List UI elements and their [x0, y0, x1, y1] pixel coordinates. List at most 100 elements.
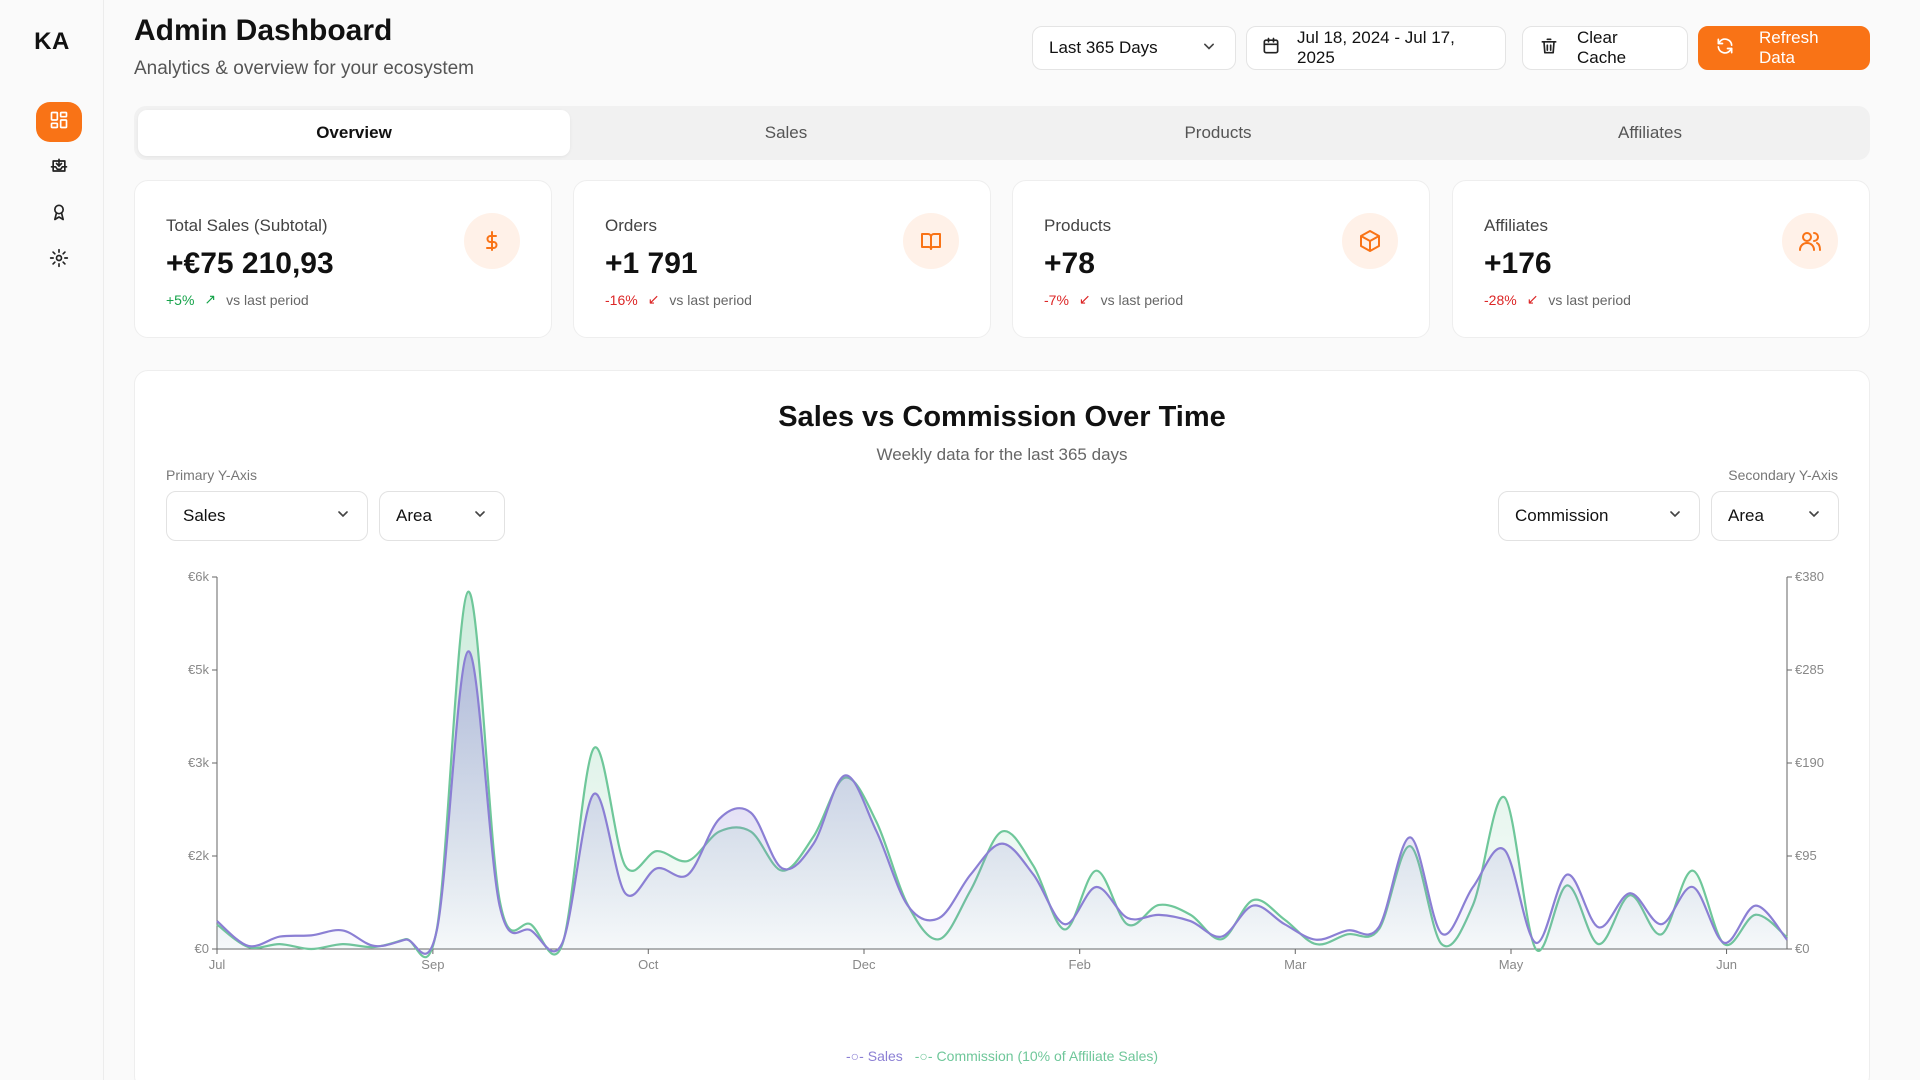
stat-card-total-sales: Total Sales (Subtotal) +€75 210,93 +5% ↗…	[134, 180, 552, 338]
date-range-picker[interactable]: Jul 18, 2024 - Jul 17, 2025	[1246, 26, 1506, 70]
legend-marker-sales: -○-	[845, 1048, 864, 1064]
delta-percent: -28%	[1484, 291, 1517, 308]
y-right-tick-label: €380	[1795, 569, 1824, 584]
clear-cache-button[interactable]: Clear Cache	[1522, 26, 1688, 70]
y-right-tick-label: €0	[1795, 941, 1809, 956]
date-range-text: Jul 18, 2024 - Jul 17, 2025	[1297, 28, 1455, 67]
chevron-down-icon	[1667, 506, 1683, 527]
y-left-tick-label: €2k	[188, 848, 209, 863]
x-tick-label: Sep	[421, 957, 444, 972]
secondary-type-value: Area	[1728, 506, 1764, 525]
primary-type-value: Area	[396, 506, 432, 525]
sales-commission-chart[interactable]: €0 €2k €3k €5k €6k €0 €95 €190 €285 €380 Jul Sep Oct…	[135, 561, 1869, 981]
refresh-data-label: Refresh Data	[1759, 28, 1819, 67]
calendar-icon	[1261, 36, 1281, 61]
award-icon	[49, 202, 69, 227]
sidebar-item-downloads[interactable]	[36, 148, 82, 188]
dollar-icon	[464, 213, 520, 269]
sidebar: KA	[0, 0, 104, 1080]
stat-value: +€75 210,93	[166, 247, 334, 280]
inbox-download-icon	[49, 156, 69, 181]
arrow-down-left-icon: ↙	[1078, 291, 1091, 307]
tab-sales[interactable]: Sales	[764, 123, 808, 142]
secondary-type-select[interactable]: Area	[1711, 491, 1839, 541]
delta-percent: +5%	[166, 291, 195, 308]
stat-delta: -16% ↙ vs last period	[605, 291, 752, 308]
delta-note: vs last period	[669, 291, 752, 308]
refresh-data-button[interactable]: Refresh Data	[1698, 26, 1870, 70]
chevron-down-icon	[472, 506, 488, 527]
tab-affiliates[interactable]: Affiliates	[1618, 123, 1682, 142]
x-tick-label: Jun	[1716, 957, 1737, 972]
page-subtitle: Analytics & overview for your ecosystem	[134, 58, 475, 79]
arrow-down-left-icon: ↙	[647, 291, 660, 307]
clear-cache-label: Clear Cache	[1577, 28, 1627, 67]
secondary-metric-value: Commission	[1515, 506, 1609, 525]
y-right-tick-label: €285	[1795, 662, 1824, 677]
app-logo: KA	[34, 28, 70, 55]
arrow-up-right-icon: ↗	[204, 291, 217, 307]
x-tick-label: Jul	[209, 957, 226, 972]
x-tick-label: Mar	[1284, 957, 1307, 972]
primary-axis-caption: Primary Y-Axis	[166, 467, 258, 483]
stat-label: Orders	[605, 216, 657, 235]
stat-value: +78	[1044, 247, 1095, 280]
y-left-tick-label: €6k	[188, 569, 209, 584]
chart-legend: -○- Sales -○- Commission (10% of Affilia…	[135, 1048, 1869, 1064]
x-tick-label: Dec	[852, 957, 876, 972]
chevron-down-icon	[1199, 36, 1219, 61]
sidebar-item-settings[interactable]	[36, 240, 82, 280]
dashboard-icon	[49, 110, 69, 135]
legend-label-commission: Commission (10% of Affiliate Sales)	[936, 1048, 1159, 1064]
users-icon	[1782, 213, 1838, 269]
stat-delta: +5% ↗ vs last period	[166, 291, 309, 308]
x-tick-label: Oct	[638, 957, 659, 972]
chart-card: Sales vs Commission Over Time Weekly dat…	[134, 370, 1870, 1080]
chart-subtitle: Weekly data for the last 365 days	[876, 445, 1128, 464]
arrow-down-left-icon: ↙	[1526, 291, 1539, 307]
delta-percent: -7%	[1044, 291, 1069, 308]
stat-value: +176	[1484, 247, 1552, 280]
chevron-down-icon	[335, 506, 351, 527]
legend-marker-commission: -○-	[914, 1048, 933, 1064]
chart-title: Sales vs Commission Over Time	[778, 401, 1226, 433]
primary-metric-value: Sales	[183, 506, 226, 525]
stat-label: Products	[1044, 216, 1112, 235]
sidebar-item-awards[interactable]	[36, 194, 82, 234]
refresh-icon	[1715, 36, 1735, 61]
tab-products[interactable]: Products	[1184, 123, 1252, 142]
y-left-tick-label: €5k	[188, 662, 209, 677]
page-title: Admin Dashboard	[134, 14, 393, 47]
stat-delta: -28% ↙ vs last period	[1484, 291, 1631, 308]
stat-card-orders: Orders +1 791 -16% ↙ vs last period	[573, 180, 991, 338]
y-right-tick-label: €95	[1795, 848, 1817, 863]
primary-metric-select[interactable]: Sales	[166, 491, 368, 541]
stat-card-products: Products +78 -7% ↙ vs last period	[1012, 180, 1430, 338]
range-select[interactable]: Last 365 Days	[1032, 26, 1236, 70]
legend-item-commission[interactable]: -○- Commission (10% of Affiliate Sales)	[915, 1048, 1158, 1064]
secondary-metric-select[interactable]: Commission	[1498, 491, 1700, 541]
stat-label: Total Sales (Subtotal)	[166, 216, 328, 235]
y-left-tick-label: €0	[195, 941, 209, 956]
y-right-tick-label: €190	[1795, 755, 1824, 770]
trash-icon	[1539, 36, 1559, 61]
delta-note: vs last period	[226, 291, 309, 308]
line-sales	[216, 650, 1788, 955]
range-select-value: Last 365 Days	[1049, 38, 1158, 57]
legend-item-sales[interactable]: -○- Sales	[846, 1048, 903, 1064]
x-tick-label: Feb	[1069, 957, 1091, 972]
secondary-axis-caption: Secondary Y-Axis	[1728, 467, 1838, 483]
stat-label: Affiliates	[1484, 216, 1548, 235]
gear-icon	[49, 248, 69, 273]
legend-label-sales: Sales	[867, 1048, 903, 1064]
tab-overview[interactable]: Overview	[138, 110, 570, 156]
chevron-down-icon	[1806, 506, 1822, 527]
tab-bar: Overview Sales Products Affiliates	[134, 106, 1870, 160]
primary-type-select[interactable]: Area	[379, 491, 505, 541]
sidebar-item-dashboard[interactable]	[36, 102, 82, 142]
box-icon	[1342, 213, 1398, 269]
delta-note: vs last period	[1100, 291, 1184, 308]
y-left-tick-label: €3k	[188, 755, 209, 770]
delta-note: vs last period	[1548, 291, 1631, 308]
book-icon	[903, 213, 959, 269]
